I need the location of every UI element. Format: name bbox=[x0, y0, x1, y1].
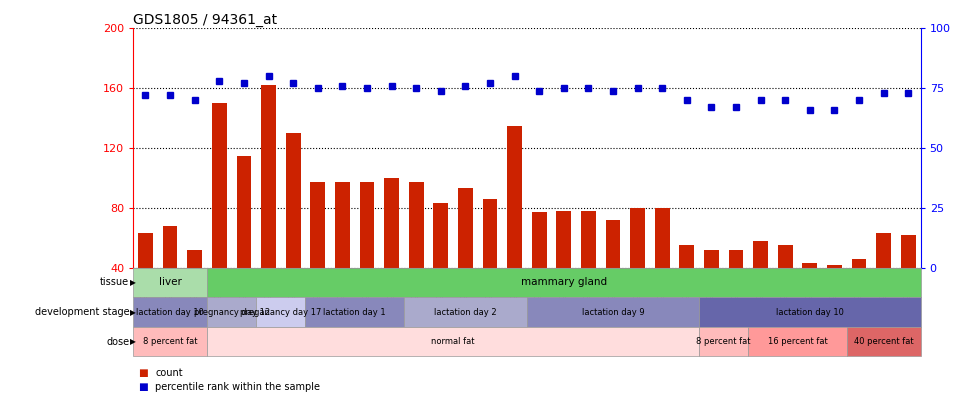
Text: lactation day 10: lactation day 10 bbox=[136, 307, 204, 317]
Bar bbox=[655, 208, 670, 268]
Text: ▶: ▶ bbox=[130, 307, 136, 317]
Bar bbox=[852, 259, 867, 268]
Bar bbox=[384, 178, 399, 268]
Bar bbox=[335, 182, 349, 268]
Bar bbox=[262, 85, 276, 268]
Bar bbox=[901, 235, 916, 268]
Bar bbox=[679, 245, 694, 268]
Bar bbox=[704, 250, 719, 268]
Text: lactation day 9: lactation day 9 bbox=[582, 307, 645, 317]
Bar bbox=[458, 188, 473, 268]
Text: percentile rank within the sample: percentile rank within the sample bbox=[155, 382, 320, 392]
Bar bbox=[360, 182, 374, 268]
Text: tissue: tissue bbox=[100, 277, 129, 288]
Text: dose: dose bbox=[106, 337, 129, 347]
Bar bbox=[876, 233, 891, 268]
Bar bbox=[606, 220, 620, 268]
Text: normal fat: normal fat bbox=[431, 337, 475, 346]
Bar bbox=[778, 245, 792, 268]
Text: lactation day 10: lactation day 10 bbox=[776, 307, 843, 317]
Bar bbox=[532, 212, 546, 268]
Text: 8 percent fat: 8 percent fat bbox=[697, 337, 751, 346]
Text: ▶: ▶ bbox=[130, 278, 136, 287]
Text: preganancy day 17: preganancy day 17 bbox=[240, 307, 321, 317]
Text: lactation day 2: lactation day 2 bbox=[434, 307, 497, 317]
Bar bbox=[803, 263, 817, 268]
Bar bbox=[311, 182, 325, 268]
Bar bbox=[138, 233, 152, 268]
Bar bbox=[754, 241, 768, 268]
Bar bbox=[286, 133, 300, 268]
Text: 40 percent fat: 40 percent fat bbox=[854, 337, 914, 346]
Bar bbox=[212, 103, 227, 268]
Bar bbox=[581, 211, 595, 268]
Bar bbox=[236, 156, 251, 268]
Text: 16 percent fat: 16 percent fat bbox=[768, 337, 827, 346]
Text: GDS1805 / 94361_at: GDS1805 / 94361_at bbox=[133, 13, 277, 27]
Text: ■: ■ bbox=[138, 382, 148, 392]
Bar bbox=[409, 182, 424, 268]
Text: ■: ■ bbox=[138, 368, 148, 377]
Bar bbox=[557, 211, 571, 268]
Bar bbox=[729, 250, 743, 268]
Text: ▶: ▶ bbox=[130, 337, 136, 346]
Bar bbox=[630, 208, 645, 268]
Text: pregnancy day 12: pregnancy day 12 bbox=[194, 307, 269, 317]
Text: development stage: development stage bbox=[35, 307, 129, 317]
Bar bbox=[508, 126, 522, 268]
Text: mammary gland: mammary gland bbox=[521, 277, 607, 288]
Bar bbox=[482, 199, 497, 268]
Bar bbox=[827, 265, 841, 268]
Text: 8 percent fat: 8 percent fat bbox=[143, 337, 197, 346]
Text: count: count bbox=[155, 368, 183, 377]
Bar bbox=[433, 203, 448, 268]
Text: lactation day 1: lactation day 1 bbox=[323, 307, 386, 317]
Bar bbox=[187, 250, 202, 268]
Text: liver: liver bbox=[158, 277, 181, 288]
Bar bbox=[163, 226, 178, 268]
